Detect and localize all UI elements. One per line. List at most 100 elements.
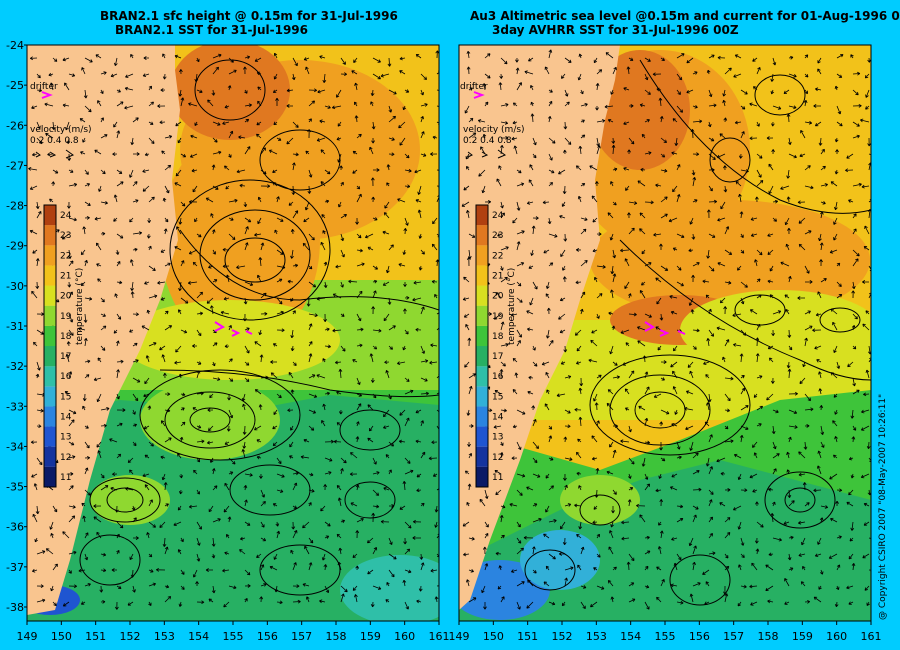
velocity-arrow	[561, 73, 566, 79]
velocity-arrow	[637, 180, 646, 187]
velocity-arrow	[308, 313, 318, 318]
velocity-arrow	[612, 201, 617, 206]
velocity-arrow	[412, 519, 422, 524]
velocity-arrow	[324, 199, 330, 204]
velocity-arrow	[564, 577, 568, 587]
colorbar-tick-label: 16	[492, 372, 504, 382]
velocity-arrow	[68, 584, 78, 589]
velocity-arrow	[755, 196, 759, 203]
velocity-arrow	[691, 274, 695, 283]
velocity-arrow	[756, 153, 763, 159]
velocity-arrow	[35, 201, 40, 210]
velocity-arrow	[771, 425, 776, 435]
velocity-arrow	[851, 281, 856, 290]
velocity-arrow	[466, 50, 471, 59]
velocity-arrow	[430, 152, 438, 156]
velocity-arrow	[673, 562, 678, 571]
velocity-arrow	[612, 273, 617, 283]
velocity-arrow	[830, 181, 838, 187]
velocity-arrow	[513, 145, 518, 155]
velocity-arrow	[671, 423, 678, 427]
velocity-arrow	[372, 547, 378, 555]
velocity-arrow	[100, 169, 106, 175]
velocity-arrow	[385, 599, 390, 603]
velocity-arrow	[132, 377, 141, 383]
velocity-arrow	[148, 196, 155, 203]
colorbar-tick-label: 11	[492, 473, 503, 483]
velocity-arrow	[276, 473, 285, 478]
velocity-arrow	[820, 165, 826, 171]
velocity-arrow	[861, 184, 870, 189]
velocity-arrow	[242, 441, 247, 449]
velocity-arrow	[402, 579, 407, 587]
velocity-arrow	[850, 54, 854, 59]
velocity-arrow	[719, 297, 726, 304]
colorbar-swatch	[44, 325, 56, 346]
velocity-arrow	[323, 564, 328, 571]
colorbar-tick-label: 19	[60, 312, 72, 322]
velocity-arrow	[164, 584, 170, 589]
velocity-arrow	[32, 152, 38, 157]
colorbar-frame	[43, 204, 57, 488]
velocity-arrow	[224, 344, 230, 349]
velocity-arrow	[756, 278, 761, 283]
velocity-arrow	[208, 425, 214, 432]
velocity-arrow	[580, 228, 587, 235]
velocity-arrow	[127, 601, 134, 606]
velocity-arrow	[420, 420, 424, 427]
velocity-arrow	[868, 537, 871, 539]
velocity-arrow	[429, 360, 438, 365]
velocity-arrow	[862, 553, 870, 559]
velocity-arrow	[628, 487, 634, 491]
velocity-arrow	[146, 233, 151, 239]
velocity-arrow	[337, 153, 342, 163]
velocity-arrow	[559, 329, 566, 334]
velocity-arrow	[848, 489, 854, 496]
velocity-arrow	[596, 293, 603, 299]
velocity-arrow	[852, 377, 856, 387]
velocity-arrow	[432, 217, 438, 225]
velocity-arrow	[68, 515, 76, 523]
velocity-arrow	[580, 601, 586, 610]
velocity-arrow	[84, 359, 91, 364]
velocity-arrow	[803, 441, 808, 450]
velocity-arrow	[292, 310, 296, 315]
velocity-arrow	[36, 584, 44, 589]
velocity-arrow	[749, 584, 758, 589]
velocity-arrow	[418, 265, 423, 271]
velocity-arrow	[676, 600, 684, 605]
velocity-arrow	[836, 535, 842, 540]
velocity-arrow	[367, 437, 374, 443]
velocity-arrow	[628, 57, 634, 61]
velocity-arrow	[867, 137, 871, 147]
velocity-arrow	[739, 353, 744, 363]
velocity-arrow	[388, 504, 395, 508]
colorbar-swatch	[44, 245, 56, 266]
velocity-arrow	[660, 360, 667, 364]
velocity-arrow	[308, 409, 317, 414]
velocity-arrow	[131, 505, 136, 511]
velocity-arrow	[292, 162, 296, 171]
latitude-axis: -24-25-26-27-28-29-30-31-32-33-34-35-36-…	[6, 39, 27, 614]
velocity-arrow	[786, 169, 791, 179]
velocity-arrow	[28, 167, 38, 171]
velocity-arrow	[115, 249, 120, 255]
velocity-arrow	[243, 485, 248, 491]
velocity-arrow	[256, 455, 262, 460]
velocity-arrow	[372, 489, 380, 496]
velocity-arrow	[36, 424, 42, 429]
velocity-arrow	[801, 537, 806, 546]
velocity-arrow	[335, 264, 342, 269]
velocity-arrow	[723, 306, 728, 315]
velocity-arrow	[830, 372, 838, 379]
velocity-arrow	[178, 281, 182, 292]
velocity-arrow	[676, 164, 681, 171]
velocity-arrow	[243, 201, 248, 208]
velocity-arrow	[685, 390, 694, 395]
velocity-arrow	[496, 178, 502, 187]
velocity-arrow	[192, 261, 198, 267]
velocity-arrow	[384, 360, 390, 365]
velocity-arrow	[382, 425, 390, 429]
velocity-arrow	[84, 57, 93, 63]
